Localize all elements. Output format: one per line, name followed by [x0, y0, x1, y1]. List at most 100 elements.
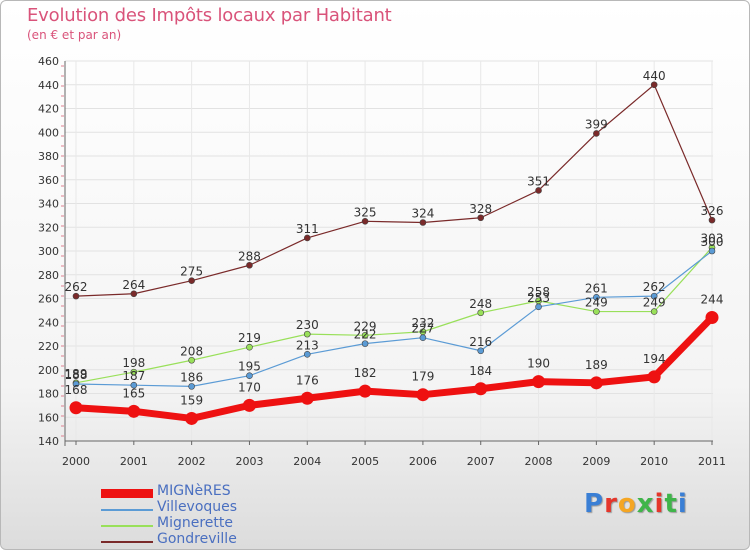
data-point	[242, 398, 256, 412]
data-point	[185, 411, 199, 425]
data-label: 159	[180, 393, 203, 407]
legend-label: Gondreville	[157, 531, 237, 547]
x-tick-label: 2003	[235, 455, 263, 468]
data-label: 229	[354, 319, 377, 333]
data-label: 303	[701, 231, 724, 245]
data-label: 249	[643, 296, 666, 310]
data-point	[593, 308, 600, 315]
data-label: 275	[180, 265, 203, 279]
data-label: 262	[643, 280, 666, 294]
y-tick-label: 380	[38, 150, 59, 163]
series-line-0	[75, 315, 715, 422]
data-point	[708, 247, 716, 255]
data-label: 187	[122, 369, 145, 383]
legend-swatch	[101, 541, 153, 543]
proxiti-logo: Proxiti	[584, 489, 688, 519]
data-point	[474, 382, 488, 396]
data-point	[303, 351, 311, 358]
data-point	[303, 330, 311, 338]
y-tick-label: 320	[38, 221, 59, 234]
y-tick-label: 140	[38, 435, 59, 448]
chart-title: Evolution des Impôts locaux par Habitant	[27, 5, 392, 26]
data-label: 399	[585, 117, 608, 131]
legend-item: Mignerette	[101, 515, 361, 533]
data-label: 186	[180, 370, 203, 384]
data-point	[535, 187, 542, 194]
legend-label: Villevoques	[157, 499, 238, 515]
data-point	[69, 401, 83, 415]
data-label: 328	[469, 202, 492, 216]
data-label: 262	[65, 280, 88, 294]
data-point	[130, 381, 138, 389]
data-point	[361, 332, 369, 339]
data-point	[130, 368, 138, 376]
data-point	[188, 356, 195, 364]
data-point	[647, 370, 661, 384]
y-tick-label: 160	[38, 411, 59, 424]
data-point	[72, 292, 80, 300]
data-label: 227	[411, 322, 434, 336]
y-tick-label: 240	[38, 316, 59, 329]
data-point	[130, 290, 138, 298]
y-tick-label: 180	[38, 388, 59, 401]
logo-letter: i	[677, 489, 688, 519]
data-point	[532, 375, 546, 389]
data-point	[477, 347, 485, 355]
legend: MIGNèRES Villevoques Mignerette Gondreville	[101, 483, 361, 549]
data-point	[361, 340, 369, 347]
data-point	[72, 380, 80, 388]
data-label: 168	[65, 383, 88, 397]
data-point	[419, 219, 427, 226]
series-line-3	[75, 84, 713, 297]
data-label: 188	[65, 368, 88, 382]
data-point	[419, 334, 427, 341]
data-point	[535, 303, 542, 311]
data-label: 326	[701, 204, 724, 218]
y-tick-label: 460	[38, 55, 59, 68]
series-line-2	[75, 247, 713, 384]
data-label: 300	[701, 235, 724, 249]
y-tick-label: 440	[38, 79, 59, 92]
y-tick-label: 340	[38, 198, 59, 211]
legend-label: Mignerette	[157, 515, 233, 531]
data-label: 288	[238, 249, 261, 263]
data-label: 325	[354, 205, 377, 219]
data-label: 184	[469, 364, 492, 378]
data-label: 253	[527, 291, 550, 305]
x-tick-label: 2001	[120, 455, 148, 468]
data-label: 440	[643, 69, 666, 83]
data-label: 189	[585, 358, 608, 372]
x-tick-label: 2000	[62, 455, 90, 468]
legend-label: MIGNèRES	[157, 483, 231, 499]
data-point	[358, 384, 372, 398]
data-label: 213	[296, 338, 319, 352]
data-point	[127, 404, 141, 418]
data-point	[593, 130, 600, 137]
legend-swatch	[101, 489, 153, 498]
data-label: 351	[527, 174, 550, 188]
y-tick-label: 360	[38, 174, 59, 187]
data-label: 248	[469, 297, 492, 311]
data-label: 261	[585, 281, 608, 295]
x-tick-label: 2009	[582, 455, 610, 468]
data-point	[303, 234, 311, 242]
data-point	[708, 216, 716, 224]
data-point	[246, 343, 253, 351]
data-point	[705, 311, 719, 324]
data-label: 176	[296, 373, 319, 387]
data-label: 324	[411, 207, 434, 221]
x-tick-label: 2004	[293, 455, 321, 468]
logo-letter: o	[617, 489, 637, 519]
y-tick-label: 220	[38, 340, 59, 353]
y-tick-label: 420	[38, 103, 59, 116]
y-tick-label: 260	[38, 293, 59, 306]
data-label: 264	[122, 278, 145, 292]
data-label: 198	[122, 356, 145, 370]
data-label: 194	[643, 352, 666, 366]
data-label: 179	[411, 370, 434, 384]
y-tick-label: 200	[38, 364, 59, 377]
y-tick-label: 280	[38, 269, 59, 282]
data-point	[188, 277, 195, 284]
data-label: 249	[585, 296, 608, 310]
